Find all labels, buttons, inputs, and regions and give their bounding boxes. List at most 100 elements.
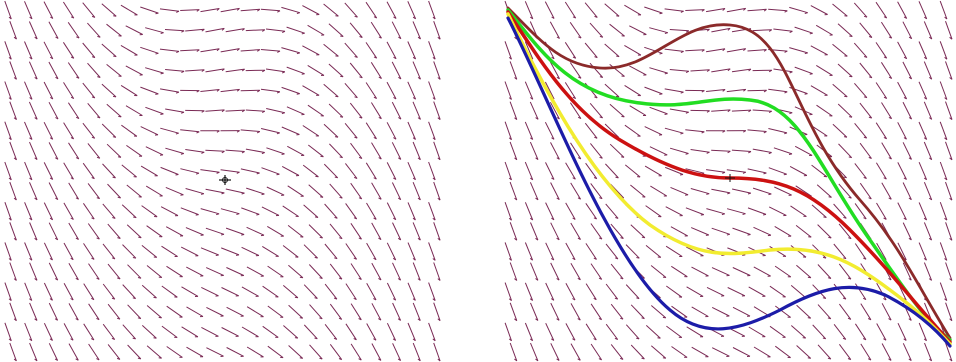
slope-mark bbox=[811, 204, 827, 218]
slope-mark bbox=[747, 8, 767, 12]
slope-mark bbox=[768, 206, 787, 216]
slope-mark bbox=[29, 182, 38, 200]
slope-mark bbox=[706, 169, 726, 173]
slope-mark bbox=[665, 166, 684, 175]
slope-arrowhead bbox=[572, 217, 576, 220]
slope-mark bbox=[545, 282, 555, 301]
slope-mark bbox=[837, 63, 853, 78]
slope-arrowhead bbox=[577, 157, 582, 160]
slope-arrowhead bbox=[514, 237, 518, 241]
slope-mark bbox=[509, 61, 518, 80]
slope-arrowhead bbox=[34, 318, 38, 321]
slope-mark bbox=[386, 1, 397, 19]
slope-arrowhead bbox=[594, 136, 598, 139]
slope-arrowhead bbox=[155, 12, 159, 15]
slope-mark bbox=[585, 283, 597, 300]
slope-mark bbox=[605, 163, 619, 179]
slope-arrowhead bbox=[196, 131, 200, 134]
slope-mark bbox=[945, 342, 953, 362]
slope-mark bbox=[88, 343, 100, 361]
slope-arrowhead bbox=[598, 237, 603, 240]
slope-mark bbox=[62, 42, 75, 59]
slope-arrowhead bbox=[944, 97, 948, 100]
slope-arrowhead bbox=[412, 137, 416, 140]
slope-mark bbox=[773, 28, 793, 32]
slope-mark bbox=[386, 122, 397, 140]
slope-mark bbox=[43, 41, 54, 60]
slope-mark bbox=[645, 245, 662, 258]
slope-mark bbox=[82, 2, 96, 18]
slope-arrowhead bbox=[577, 197, 581, 200]
slope-arrowhead bbox=[221, 68, 225, 72]
slope-arrowhead bbox=[241, 68, 245, 72]
slope-arrowhead bbox=[8, 217, 12, 221]
slope-arrowhead bbox=[373, 217, 377, 220]
slope-arrowhead bbox=[868, 277, 872, 280]
slope-arrowhead bbox=[75, 358, 79, 361]
slope-mark bbox=[529, 182, 539, 200]
slope-arrowhead bbox=[843, 257, 847, 260]
slope-mark bbox=[407, 242, 416, 261]
slope-arrowhead bbox=[599, 156, 603, 159]
slope-mark bbox=[43, 202, 54, 221]
slope-arrowhead bbox=[722, 48, 726, 52]
slope-mark bbox=[610, 263, 624, 280]
slope-mark bbox=[43, 282, 53, 301]
slope-mark bbox=[366, 202, 377, 220]
slope-mark bbox=[245, 148, 265, 153]
slope-mark bbox=[24, 81, 33, 100]
slope-arrowhead bbox=[257, 8, 261, 12]
slope-mark bbox=[159, 8, 180, 12]
slope-arrowhead bbox=[91, 297, 95, 301]
slope-mark bbox=[29, 141, 38, 160]
slope-mark bbox=[140, 6, 159, 14]
slope-arrowhead bbox=[822, 297, 826, 299]
slope-arrowhead bbox=[508, 57, 512, 60]
slope-arrowhead bbox=[354, 56, 358, 58]
slope-mark bbox=[590, 223, 603, 240]
slope-arrowhead bbox=[116, 317, 121, 320]
slope-mark bbox=[747, 49, 767, 52]
slope-mark bbox=[371, 142, 382, 160]
slope-arrowhead bbox=[944, 177, 948, 181]
slope-mark bbox=[939, 0, 948, 20]
slope-arrowhead bbox=[13, 197, 17, 201]
slope-mark bbox=[371, 182, 382, 200]
slope-arrowhead bbox=[55, 36, 59, 39]
slope-arrowhead bbox=[417, 318, 421, 322]
slope-arrowhead bbox=[393, 217, 397, 221]
slope-mark bbox=[165, 69, 185, 72]
slope-mark bbox=[87, 62, 101, 78]
slope-mark bbox=[665, 206, 683, 217]
slope-mark bbox=[308, 184, 324, 198]
slope-mark bbox=[106, 23, 122, 37]
slope-mark bbox=[266, 186, 285, 196]
slope-mark bbox=[565, 202, 576, 220]
slope-mark bbox=[650, 185, 668, 197]
slope-arrowhead bbox=[551, 56, 555, 60]
slope-arrowhead bbox=[743, 130, 747, 133]
slope-arrowhead bbox=[863, 15, 868, 18]
slope-mark bbox=[350, 343, 362, 361]
slope-arrowhead bbox=[49, 137, 53, 140]
slope-arrowhead bbox=[70, 217, 74, 220]
slope-mark bbox=[902, 142, 912, 160]
slope-mark bbox=[122, 244, 137, 259]
slope-mark bbox=[726, 208, 746, 215]
direction-field-plot bbox=[4, 0, 441, 362]
slope-mark bbox=[817, 224, 832, 239]
slope-mark bbox=[711, 347, 730, 357]
slope-mark bbox=[838, 143, 853, 159]
slope-arrowhead bbox=[294, 337, 298, 339]
slope-mark bbox=[837, 103, 853, 118]
slope-mark bbox=[106, 64, 122, 77]
slope-mark bbox=[120, 4, 138, 16]
slope-mark bbox=[266, 108, 285, 114]
slope-mark bbox=[590, 343, 603, 361]
slope-mark bbox=[370, 102, 382, 119]
slope-mark bbox=[180, 246, 199, 257]
slope-mark bbox=[286, 66, 305, 75]
slope-mark bbox=[769, 285, 786, 298]
slope-mark bbox=[670, 226, 688, 237]
slope-mark bbox=[833, 323, 847, 340]
